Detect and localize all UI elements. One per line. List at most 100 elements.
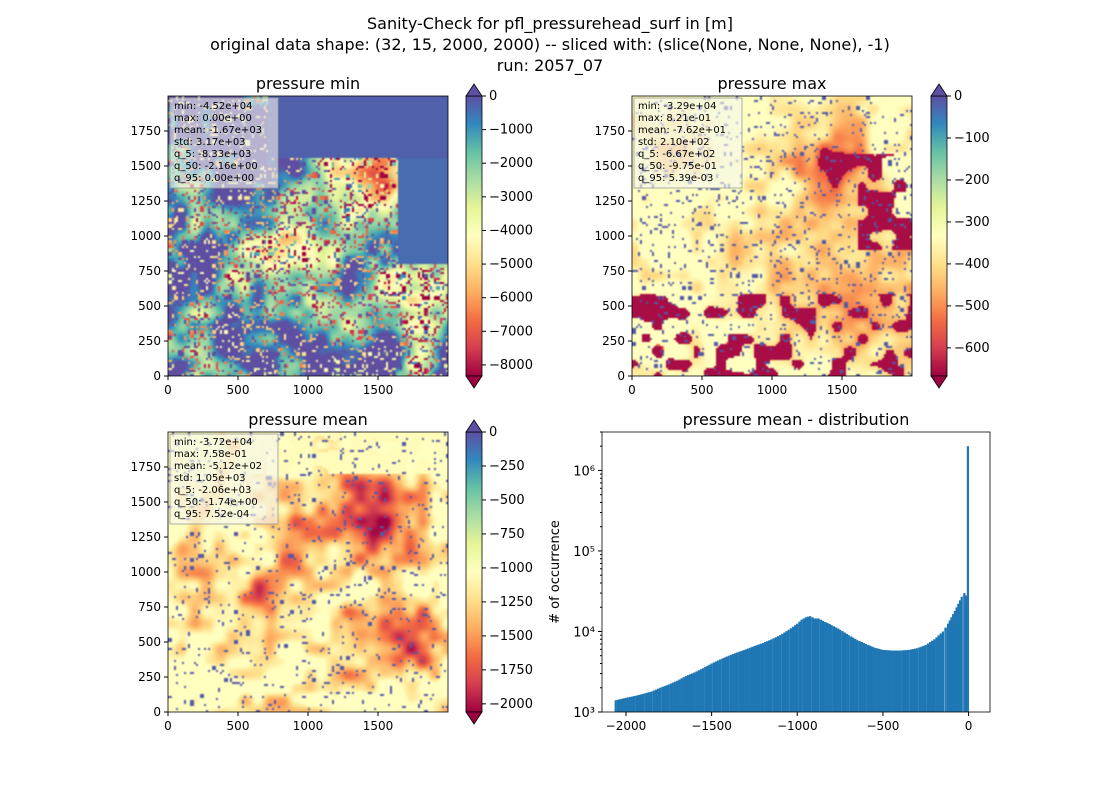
histogram-bar: [727, 655, 730, 712]
histogram-bar: [759, 643, 763, 712]
histogram-bar: [734, 653, 737, 712]
colorbar-tick-label: −1750: [489, 663, 533, 678]
histogram-bar: [776, 636, 780, 712]
histogram-bar: [783, 632, 786, 712]
stats-line: q_50: -2.16e+00: [174, 161, 258, 172]
histogram-bar: [944, 627, 947, 712]
y-tick-label: 1500: [130, 495, 161, 509]
histogram-bar: [654, 689, 658, 712]
stats-line: q_95: 0.00e+00: [174, 173, 254, 184]
histogram-bar: [957, 603, 960, 712]
y-tick-label: 1750: [130, 124, 161, 138]
histogram-bar: [834, 627, 838, 712]
colorbar-tick-label: −500: [954, 299, 990, 314]
x-tick-label: −500: [866, 719, 899, 733]
histogram-bar: [787, 629, 790, 712]
colorbar-tick-label: 0: [489, 89, 497, 104]
histogram-bar: [847, 635, 850, 712]
histogram-bar: [614, 700, 617, 712]
histogram-bar: [894, 650, 898, 712]
y-axis-label: # of occurrence: [548, 520, 563, 624]
histogram-bar: [879, 649, 883, 712]
histogram-bar: [913, 648, 917, 712]
histogram-bar: [963, 593, 966, 712]
histogram-bar: [706, 665, 709, 712]
histogram-bar: [691, 673, 694, 712]
histogram-bar: [964, 595, 968, 712]
stats-line: q_50: -1.74e+00: [174, 497, 258, 508]
histogram-bar: [674, 681, 677, 712]
colorbar-tick-label: −6000: [489, 291, 533, 306]
histogram-bar: [761, 642, 765, 712]
colorbar-tick-label: −400: [954, 257, 990, 272]
colorbar-tick-label: −300: [954, 215, 990, 230]
histogram-bar: [753, 646, 756, 712]
histogram-bar: [953, 610, 956, 712]
histogram-bar: [890, 650, 893, 712]
colorbar-tick-label: −8000: [489, 358, 533, 373]
histogram-bar: [716, 660, 720, 712]
histogram-bar: [946, 623, 950, 712]
y-tick-label: 10⁶: [573, 464, 595, 479]
x-tick-label: −1500: [691, 719, 732, 733]
colorbar-tick-label: −2000: [489, 156, 533, 171]
y-tick-label: 1500: [130, 159, 161, 173]
stats-line: mean: -5.12e+02: [174, 461, 262, 472]
histogram-bar: [680, 678, 684, 712]
histogram-bar: [960, 596, 963, 712]
histogram-bar: [684, 675, 688, 712]
colorbar-tick-label: −5000: [489, 257, 533, 272]
histogram-bar: [916, 648, 919, 712]
histogram-bar: [669, 683, 673, 712]
histogram-bar: [830, 625, 833, 712]
histogram-bar: [817, 618, 820, 712]
histogram-bar: [858, 641, 861, 712]
histogram-bar: [931, 640, 934, 712]
histogram-bar: [689, 674, 692, 712]
x-tick-label: −1000: [777, 719, 818, 733]
histogram-bar: [853, 638, 857, 712]
histogram-bar: [665, 685, 669, 712]
panel-title: pressure min: [256, 74, 360, 93]
colorbar-tick-label: −1000: [489, 123, 533, 138]
histogram-bar: [935, 637, 938, 712]
histogram-bar: [826, 623, 829, 712]
figure-title-line-2: original data shape: (32, 15, 2000, 2000…: [210, 35, 890, 54]
histogram-bar: [661, 686, 664, 712]
histogram-bar: [883, 650, 887, 712]
histogram-bar: [704, 667, 707, 712]
y-tick-label: 1000: [130, 565, 161, 579]
y-tick-label: 250: [138, 334, 161, 348]
colorbar-body: [930, 95, 948, 377]
x-tick-label: 0: [965, 719, 973, 733]
stats-line: max: 0.00e+00: [174, 113, 252, 124]
histogram-bar: [896, 650, 900, 712]
colorbar-extend-max: [930, 83, 948, 97]
stats-line: std: 2.10e+02: [638, 137, 710, 148]
histogram-bar: [851, 637, 855, 712]
histogram-bar: [819, 619, 823, 712]
stats-line: min: -3.29e+04: [638, 101, 717, 112]
colorbar-tick-label: −4000: [489, 223, 533, 238]
histogram-bar: [725, 656, 729, 712]
histogram-bar: [738, 651, 741, 712]
histogram-bar: [751, 646, 754, 712]
histogram-bar: [864, 643, 867, 712]
histogram-bar: [868, 645, 872, 712]
stats-line: q_5: -8.33e+03: [174, 149, 251, 160]
stats-line: mean: -7.62e+01: [638, 125, 726, 136]
stats-line: max: 7.58e-01: [174, 449, 247, 460]
histogram-bar: [616, 699, 620, 712]
x-tick-label: 500: [227, 719, 250, 733]
colorbar-tick-label: −1250: [489, 595, 533, 610]
histogram-bar: [774, 637, 778, 712]
histogram-bar: [781, 633, 784, 712]
histogram-bar: [794, 625, 797, 712]
histogram-bar: [736, 652, 739, 712]
histogram-panel: pressure mean - distribution −2000 −1500 −1…: [548, 410, 991, 733]
colorbar-tick-label: −1500: [489, 629, 533, 644]
histogram-bar: [802, 618, 806, 712]
x-tick-label: 500: [227, 383, 250, 397]
histogram-bar: [639, 694, 643, 712]
histogram-bar: [804, 617, 807, 712]
